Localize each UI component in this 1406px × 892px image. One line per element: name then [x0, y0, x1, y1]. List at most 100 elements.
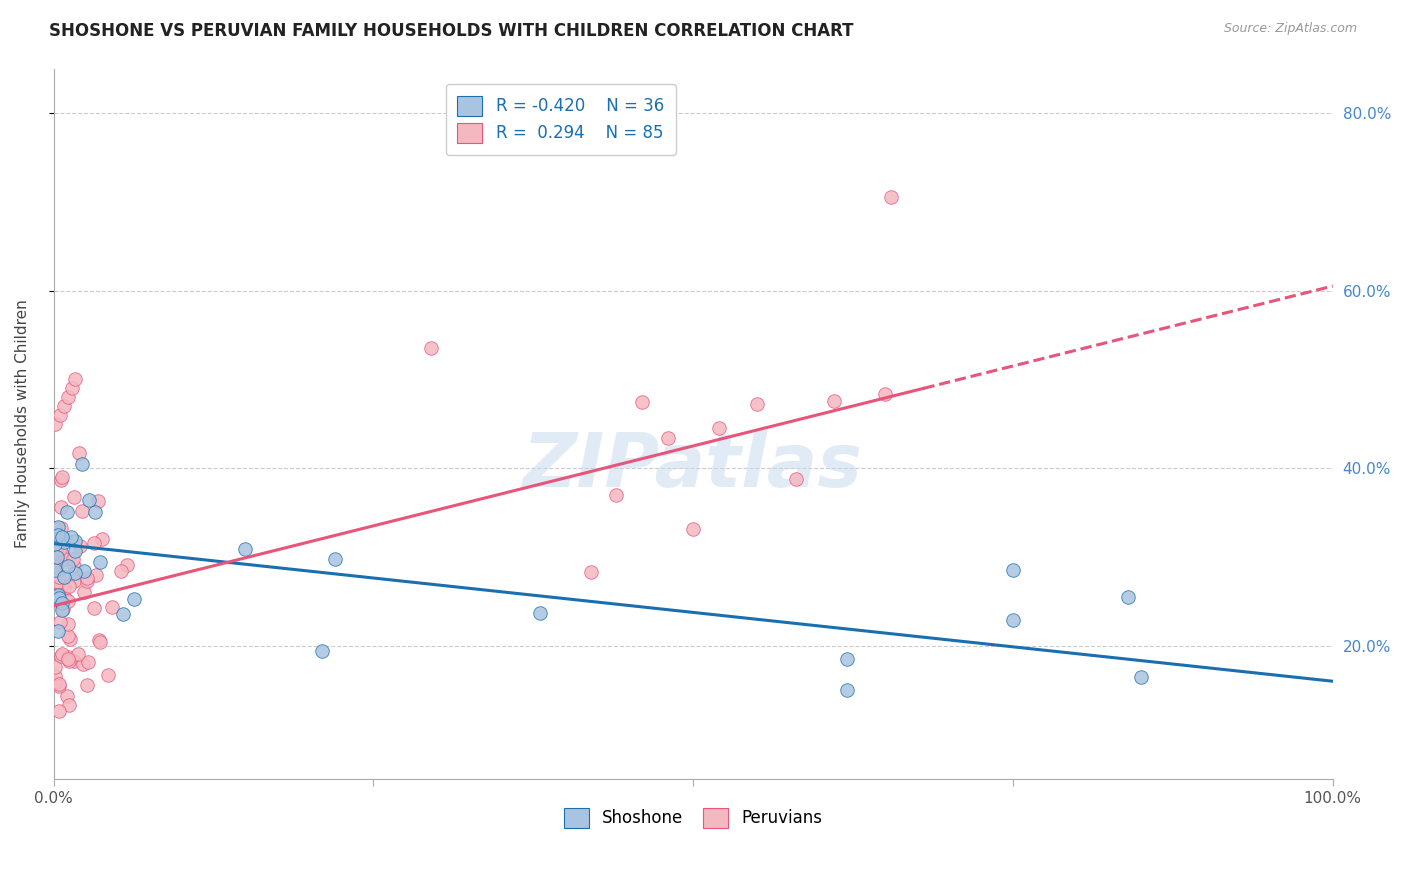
- Point: [682, 522, 704, 536]
- Point: [83, 504, 105, 518]
- Point: [59, 632, 82, 647]
- Point: [83, 536, 105, 550]
- Point: [631, 394, 654, 409]
- Point: [420, 341, 443, 355]
- Point: [44, 586, 66, 600]
- Point: [124, 592, 146, 607]
- Point: [67, 446, 90, 460]
- Point: [72, 504, 94, 518]
- Point: [48, 570, 70, 584]
- Point: [65, 372, 87, 386]
- Point: [53, 581, 76, 595]
- Point: [63, 566, 86, 580]
- Point: [60, 381, 83, 395]
- Point: [63, 654, 86, 668]
- Point: [56, 594, 79, 608]
- Point: [53, 532, 76, 546]
- Point: [89, 555, 111, 569]
- Point: [1129, 670, 1152, 684]
- Point: [44, 669, 66, 683]
- Point: [46, 574, 69, 589]
- Point: [77, 655, 100, 669]
- Point: [45, 543, 67, 558]
- Point: [51, 470, 73, 484]
- Point: [73, 564, 96, 578]
- Point: [45, 566, 67, 581]
- Point: [89, 634, 111, 648]
- Point: [73, 584, 96, 599]
- Point: [579, 566, 602, 580]
- Point: [46, 550, 69, 565]
- Text: SHOSHONE VS PERUVIAN FAMILY HOUSEHOLDS WITH CHILDREN CORRELATION CHART: SHOSHONE VS PERUVIAN FAMILY HOUSEHOLDS W…: [49, 22, 853, 40]
- Point: [62, 574, 84, 588]
- Point: [87, 494, 110, 508]
- Point: [52, 601, 75, 615]
- Point: [101, 600, 124, 615]
- Point: [747, 397, 769, 411]
- Point: [46, 520, 69, 534]
- Point: [45, 559, 67, 574]
- Point: [53, 552, 76, 566]
- Point: [51, 521, 73, 535]
- Point: [76, 574, 98, 588]
- Point: [58, 654, 80, 668]
- Point: [69, 540, 91, 554]
- Point: [1001, 563, 1024, 577]
- Point: [48, 679, 70, 693]
- Point: [89, 632, 111, 647]
- Point: [51, 603, 73, 617]
- Point: [45, 566, 67, 581]
- Text: ZIPatlas: ZIPatlas: [523, 430, 863, 503]
- Point: [58, 649, 80, 664]
- Point: [873, 387, 896, 401]
- Point: [44, 676, 66, 690]
- Point: [52, 399, 75, 413]
- Point: [55, 689, 77, 703]
- Point: [44, 417, 66, 432]
- Point: [51, 530, 73, 544]
- Point: [46, 624, 69, 639]
- Point: [63, 533, 86, 548]
- Point: [72, 657, 94, 672]
- Point: [56, 390, 79, 404]
- Point: [76, 571, 98, 585]
- Point: [53, 570, 76, 584]
- Point: [51, 547, 73, 561]
- Point: [76, 678, 98, 692]
- Point: [657, 431, 679, 445]
- Point: [63, 491, 86, 505]
- Point: [49, 408, 72, 422]
- Point: [111, 607, 134, 622]
- Point: [48, 542, 70, 557]
- Point: [70, 458, 93, 472]
- Point: [785, 472, 807, 486]
- Point: [49, 500, 72, 515]
- Point: [58, 579, 80, 593]
- Point: [1001, 613, 1024, 627]
- Point: [48, 705, 70, 719]
- Legend: Shoshone, Peruvians: Shoshone, Peruvians: [557, 801, 830, 835]
- Point: [115, 558, 138, 572]
- Point: [49, 615, 72, 629]
- Point: [56, 616, 79, 631]
- Point: [46, 588, 69, 602]
- Point: [63, 558, 86, 573]
- Point: [56, 558, 79, 573]
- Y-axis label: Family Households with Children: Family Households with Children: [15, 300, 30, 548]
- Point: [84, 568, 107, 582]
- Point: [51, 473, 73, 487]
- Point: [707, 421, 730, 435]
- Point: [44, 659, 66, 673]
- Point: [97, 667, 120, 681]
- Point: [58, 698, 80, 713]
- Point: [529, 606, 551, 620]
- Point: [835, 652, 858, 666]
- Point: [48, 591, 70, 606]
- Point: [835, 683, 858, 698]
- Point: [56, 629, 79, 643]
- Point: [44, 521, 66, 535]
- Point: [1116, 590, 1139, 604]
- Point: [49, 580, 72, 594]
- Point: [65, 544, 87, 558]
- Point: [48, 677, 70, 691]
